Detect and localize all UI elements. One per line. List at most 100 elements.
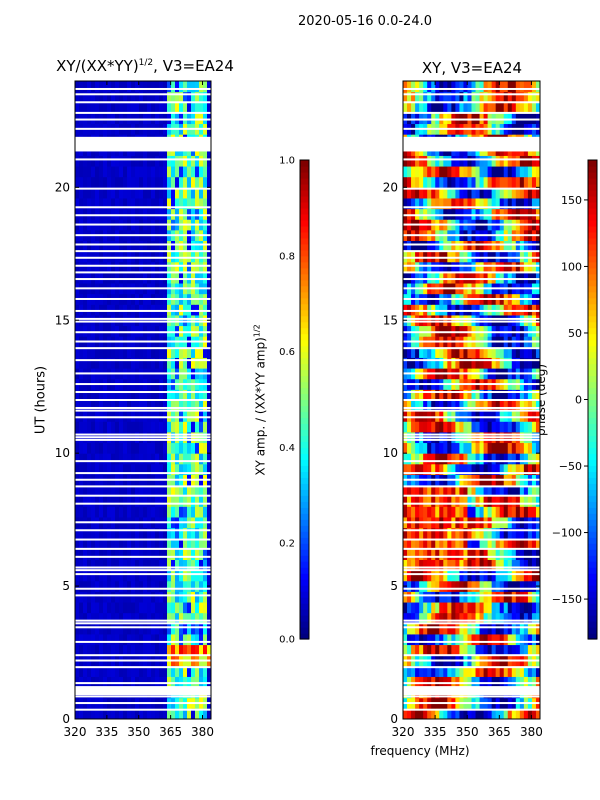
heatmap-cell <box>443 251 448 263</box>
heatmap-cell <box>487 304 493 316</box>
heatmap-cell <box>455 495 460 507</box>
flagged-row <box>75 250 211 253</box>
heatmap-cell <box>103 485 108 497</box>
heatmap-cell <box>83 81 88 93</box>
heatmap-cell <box>415 166 420 178</box>
heatmap-cell <box>495 176 501 188</box>
heatmap-cell <box>163 166 168 178</box>
colorbar-swatch <box>588 513 597 520</box>
heatmap-cell <box>183 538 188 550</box>
heatmap-cell <box>515 591 521 603</box>
heatmap-cell <box>191 538 196 550</box>
heatmap-cell <box>191 463 196 475</box>
colorbar-swatch <box>300 543 309 550</box>
heatmap-cell <box>439 676 444 688</box>
flagged-block <box>75 687 211 696</box>
colorbar-swatch <box>588 207 597 215</box>
heatmap-cell <box>91 304 96 316</box>
heatmap-cell <box>195 570 200 582</box>
heatmap-cell <box>467 357 472 369</box>
heatmap-cell <box>479 580 485 592</box>
heatmap-cell <box>159 644 164 656</box>
heatmap-cell <box>447 304 452 316</box>
heatmap-cell <box>415 548 420 560</box>
heatmap-cell <box>203 102 208 114</box>
heatmap-cell <box>487 708 493 720</box>
heatmap-cell <box>127 495 132 507</box>
heatmap-cell <box>163 644 168 656</box>
heatmap-cell <box>431 665 436 677</box>
heatmap-cell <box>471 495 477 507</box>
heatmap-cell <box>79 612 84 624</box>
heatmap-cell <box>187 708 192 720</box>
heatmap-cell <box>487 187 493 199</box>
heatmap-cell <box>527 538 533 550</box>
heatmap-cell <box>515 251 521 263</box>
heatmap-cell <box>87 400 92 412</box>
heatmap-cell <box>471 421 477 433</box>
heatmap-cell <box>495 112 501 125</box>
heatmap-cell <box>479 559 485 571</box>
heatmap-cell <box>507 240 513 252</box>
flagged-row <box>403 101 540 104</box>
colorbar-swatch <box>588 297 597 305</box>
heatmap-cell <box>187 240 192 252</box>
heatmap-cell <box>531 389 537 401</box>
heatmap-cell <box>451 346 456 358</box>
heatmap-cell <box>423 208 428 220</box>
heatmap-cell <box>435 633 440 646</box>
heatmap-cell <box>527 346 533 358</box>
heatmap-cell <box>471 591 477 603</box>
heatmap-cell <box>135 81 140 93</box>
heatmap-cell <box>79 453 84 465</box>
heatmap-cell <box>407 346 412 358</box>
heatmap-cell <box>411 176 416 188</box>
heatmap-cell <box>91 633 96 646</box>
flagged-row <box>403 320 540 323</box>
heatmap-cell <box>503 591 509 603</box>
heatmap-cell <box>487 112 493 125</box>
heatmap-cell <box>459 112 464 125</box>
heatmap-cell <box>471 463 477 475</box>
heatmap-cell <box>507 623 513 635</box>
heatmap-cell <box>111 453 116 465</box>
heatmap-cell <box>203 495 208 507</box>
heatmap-cell <box>535 325 541 337</box>
heatmap-cell <box>463 314 468 327</box>
heatmap-cell <box>435 495 440 507</box>
heatmap-cell <box>419 421 424 433</box>
heatmap-cell <box>83 463 88 475</box>
heatmap-cell <box>415 155 420 167</box>
heatmap-cell <box>503 389 509 401</box>
heatmap-cell <box>475 485 481 497</box>
heatmap-cell <box>123 261 128 273</box>
heatmap-cell <box>107 633 112 646</box>
heatmap-cell <box>515 400 521 412</box>
heatmap-cell <box>411 548 416 560</box>
heatmap-cell <box>207 463 212 475</box>
heatmap-cell <box>103 602 108 614</box>
heatmap-cell <box>519 208 525 220</box>
heatmap-cell <box>127 538 132 550</box>
heatmap-cell <box>115 506 120 518</box>
heatmap-cell <box>107 389 112 401</box>
heatmap-cell <box>207 485 212 497</box>
heatmap-cell <box>155 485 160 497</box>
heatmap-cell <box>407 325 412 337</box>
heatmap-cell <box>503 346 509 358</box>
heatmap-cell <box>111 155 116 167</box>
heatmap-cell <box>79 602 84 614</box>
colorbar-swatch <box>300 339 309 347</box>
heatmap-cell <box>151 251 156 263</box>
colorbar-swatch <box>300 333 309 341</box>
heatmap-cell <box>119 527 124 539</box>
heatmap-cell <box>431 389 436 401</box>
heatmap-cell <box>131 665 136 677</box>
heatmap-cell <box>471 442 477 454</box>
heatmap-cell <box>83 623 88 635</box>
heatmap-cell <box>135 346 140 358</box>
heatmap-cell <box>127 580 132 592</box>
heatmap-cell <box>455 612 460 624</box>
heatmap-cell <box>531 346 537 358</box>
